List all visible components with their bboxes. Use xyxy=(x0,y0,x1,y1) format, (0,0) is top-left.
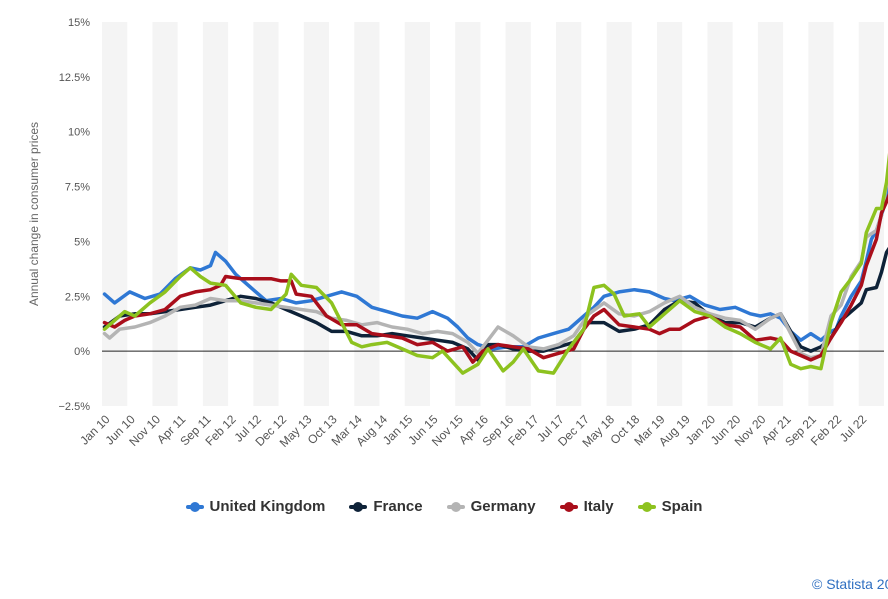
legend-item-germany[interactable]: Germany xyxy=(446,498,536,515)
series-lines xyxy=(102,114,888,375)
grid-band xyxy=(505,22,531,406)
y-tick-label: 12.5% xyxy=(59,72,90,84)
y-tick-label: 2.5% xyxy=(65,291,90,303)
y-tick-label: 5% xyxy=(74,236,90,248)
statista-credit[interactable]: © Statista 2022 xyxy=(812,576,888,592)
legend-item-spain[interactable]: Spain xyxy=(637,498,703,515)
legend-swatch xyxy=(349,501,368,512)
y-axis-ticks: 15% 12.5% 10% 7.5% 5% 2.5% 0% −2.5% xyxy=(59,17,91,413)
legend: United Kingdom France Germany Italy Spain xyxy=(0,498,888,515)
grid-band xyxy=(102,22,128,406)
grid-band xyxy=(404,22,430,406)
grid-band xyxy=(253,22,279,406)
series-line-spain[interactable] xyxy=(102,114,888,375)
legend-swatch xyxy=(637,501,656,512)
legend-swatch xyxy=(559,501,578,512)
y-tick-label: 0% xyxy=(74,346,90,358)
legend-item-italy[interactable]: Italy xyxy=(559,498,614,515)
legend-label: France xyxy=(373,498,423,515)
grid-band xyxy=(656,22,683,406)
y-tick-label: 15% xyxy=(68,17,90,29)
legend-item-france[interactable]: France xyxy=(349,498,423,515)
x-tick-label: Jul 22 xyxy=(837,412,870,445)
grid-band xyxy=(707,22,733,406)
legend-label: Spain xyxy=(661,498,703,515)
legend-label: United Kingdom xyxy=(209,498,326,515)
y-axis-label: Annual change in consumer prices xyxy=(27,122,41,306)
y-tick-label: −2.5% xyxy=(59,401,91,413)
legend-swatch xyxy=(185,501,204,512)
grid-band xyxy=(202,22,229,406)
grid-band xyxy=(354,22,380,406)
y-tick-label: 10% xyxy=(68,127,90,139)
legend-label: Germany xyxy=(470,498,536,515)
legend-swatch xyxy=(446,501,465,512)
legend-item-united-kingdom[interactable]: United Kingdom xyxy=(185,498,326,515)
legend-label: Italy xyxy=(583,498,614,515)
grid-band xyxy=(606,22,632,406)
y-tick-label: 7.5% xyxy=(65,182,90,194)
grid-band xyxy=(303,22,330,406)
grid-band xyxy=(152,22,178,406)
